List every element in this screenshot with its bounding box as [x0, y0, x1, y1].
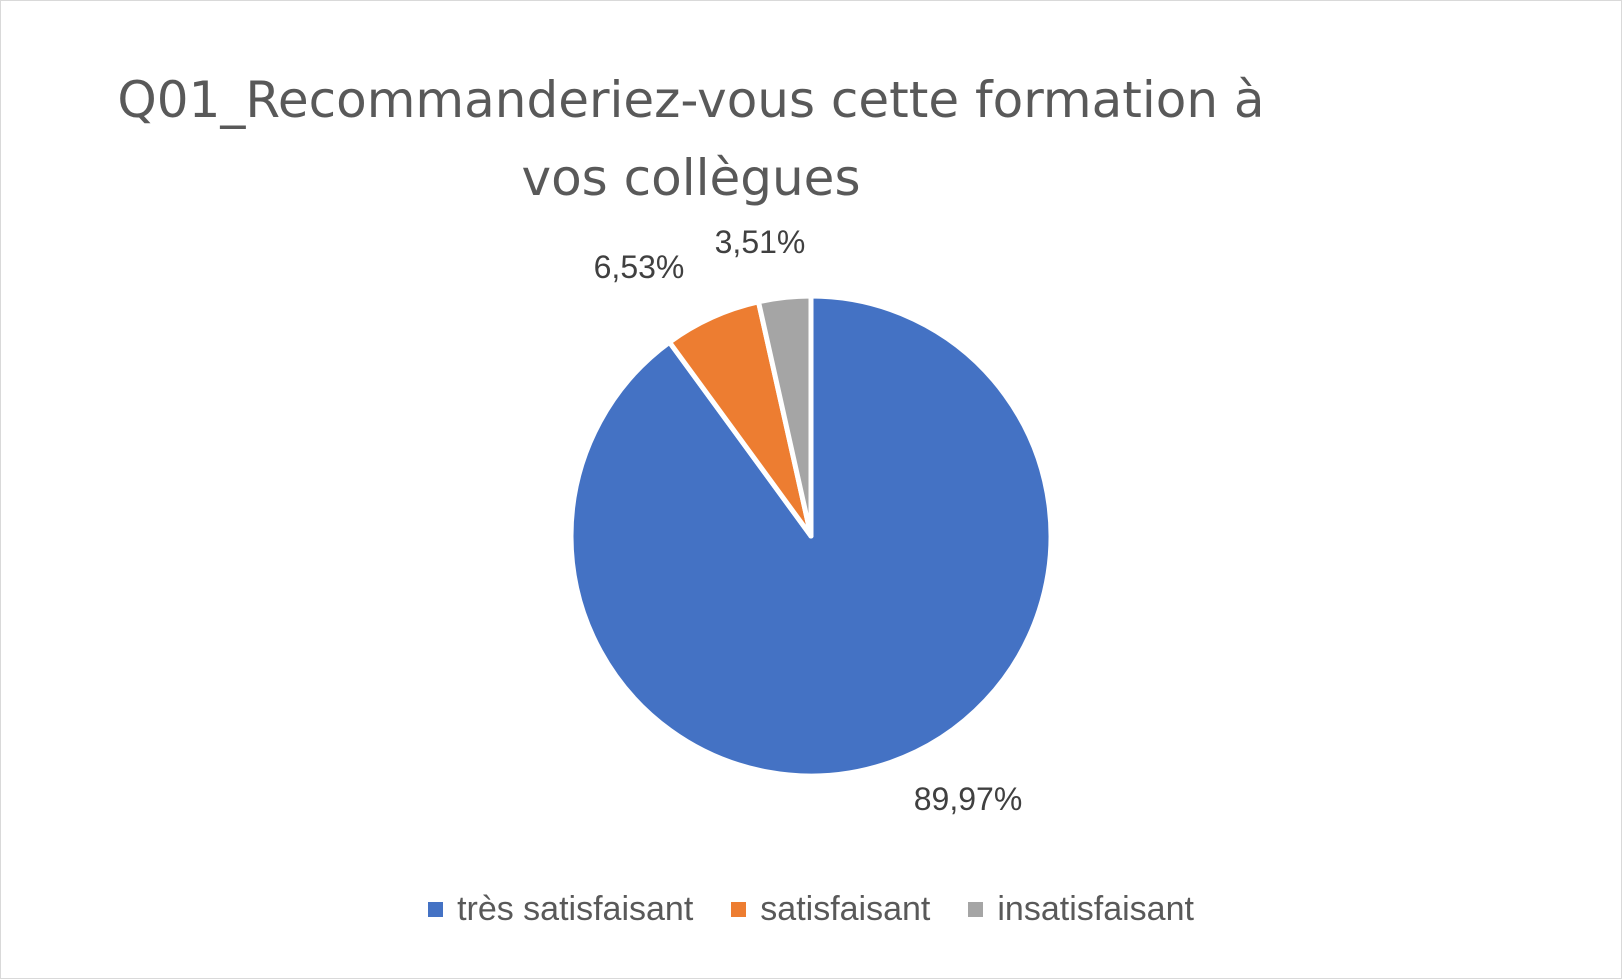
data-label: 3,51% — [715, 224, 806, 260]
legend-label: insatisfaisant — [997, 890, 1194, 928]
legend-swatch — [731, 902, 747, 917]
chart-title-line-2: vos collègues — [521, 149, 861, 207]
chart-title-line-1: Q01_Recommanderiez-vous cette formation … — [117, 71, 1265, 129]
chart-title: Q01_Recommanderiez-vous cette formation … — [61, 61, 1321, 217]
pie-slice-insatisfaisant — [756, 293, 814, 539]
legend-item-satisfaisant: satisfaisant — [731, 890, 930, 929]
legend-swatch — [968, 902, 984, 917]
legend-swatch — [428, 902, 444, 917]
legend: très satisfaisant satisfaisant insatisfa… — [0, 890, 1622, 929]
data-label: 6,53% — [594, 249, 685, 285]
data-label: 89,97% — [914, 781, 1023, 817]
legend-label: satisfaisant — [760, 890, 931, 928]
legend-item-tres-satisfaisant: très satisfaisant — [428, 890, 693, 929]
legend-item-insatisfaisant: insatisfaisant — [968, 890, 1194, 929]
legend-label: très satisfaisant — [457, 890, 694, 928]
